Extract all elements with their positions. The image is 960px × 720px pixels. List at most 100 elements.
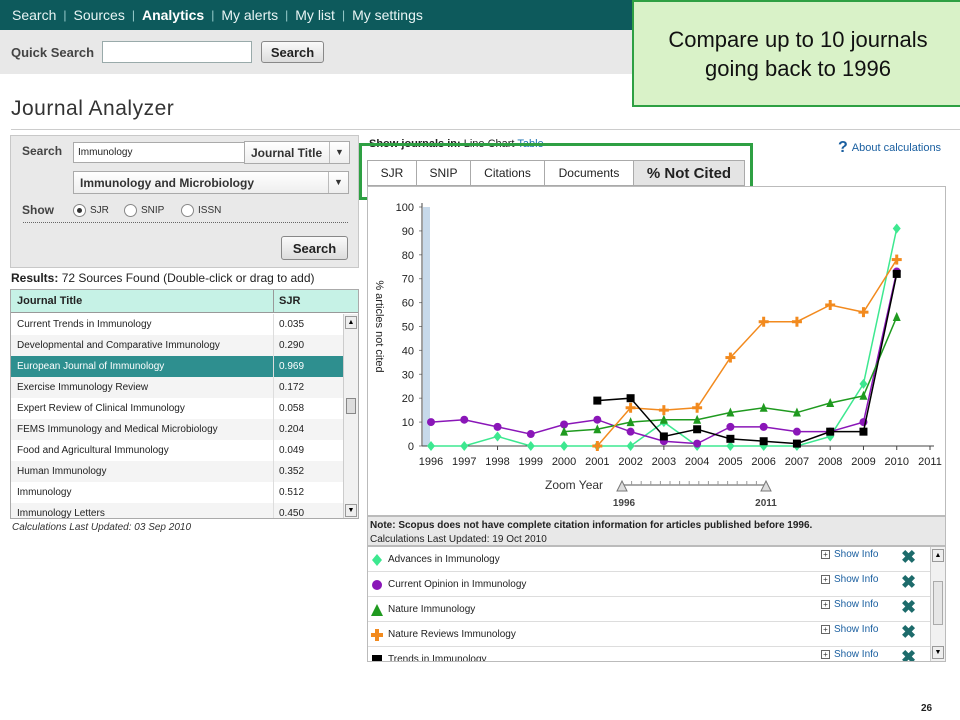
scroll-down-icon[interactable]: ▼ xyxy=(345,504,357,517)
table-row[interactable]: Exercise Immunology Review 0.172 xyxy=(11,377,344,398)
radio-button-icon xyxy=(73,204,86,217)
series-line xyxy=(596,259,898,447)
table-row[interactable]: Human Immunology 0.352 xyxy=(11,461,344,482)
radio-issn-label: ISSN xyxy=(198,205,222,216)
tab-documents[interactable]: Documents xyxy=(544,160,634,186)
column-header-sjr[interactable]: SJR xyxy=(279,295,301,307)
nav-sources[interactable]: Sources xyxy=(73,7,125,23)
table-row-selected[interactable]: European Journal of Immunology 0.969 xyxy=(11,356,344,377)
remove-journal-icon[interactable]: ✖ xyxy=(901,572,917,592)
tab-snip[interactable]: SNIP xyxy=(416,160,471,186)
data-point xyxy=(427,441,435,451)
data-point xyxy=(726,434,735,443)
x-tick-label: 2003 xyxy=(652,456,676,468)
scroll-thumb[interactable] xyxy=(933,581,943,625)
data-point xyxy=(895,254,899,265)
row-title: Immunology xyxy=(17,487,72,498)
table-row[interactable]: FEMS Immunology and Medical Microbiology… xyxy=(11,419,344,440)
nav-my-list[interactable]: My list xyxy=(295,7,335,23)
journal-legend-list: Advances in Immunology + Show Info ✖ Current… xyxy=(367,546,946,662)
quick-search-button[interactable]: Search xyxy=(261,41,324,63)
column-divider xyxy=(273,440,274,461)
results-summary: Results: 72 Sources Found (Double-click … xyxy=(11,271,314,285)
journal-search-input[interactable]: Immunology xyxy=(73,142,246,163)
expand-plus-icon: + xyxy=(821,600,830,609)
zoom-handle-end xyxy=(760,479,772,492)
legend-row[interactable]: Nature Immunology + Show Info ✖ xyxy=(368,597,930,622)
tab-citations[interactable]: Citations xyxy=(470,160,545,186)
legend-journal-name: Nature Immunology xyxy=(388,604,476,615)
data-point xyxy=(792,439,801,448)
table-row[interactable]: Immunology 0.512 xyxy=(11,482,344,503)
data-point xyxy=(892,269,901,278)
nav-separator: | xyxy=(211,8,215,22)
data-point xyxy=(792,427,801,436)
search-field-dropdown[interactable]: Journal Title ▼ xyxy=(244,141,350,164)
radio-snip[interactable]: SNIP xyxy=(124,204,164,217)
legend-scrollbar[interactable]: ▲ ▼ xyxy=(930,547,945,661)
show-info-link[interactable]: + Show Info xyxy=(821,599,878,610)
data-point xyxy=(659,432,668,441)
dotted-divider xyxy=(23,222,348,223)
scroll-up-icon[interactable]: ▲ xyxy=(345,316,357,329)
chevron-down-icon: ▼ xyxy=(329,142,349,163)
radio-issn[interactable]: ISSN xyxy=(181,204,221,217)
data-point xyxy=(861,307,865,318)
data-point xyxy=(460,415,469,424)
scroll-down-icon[interactable]: ▼ xyxy=(932,646,944,659)
data-point xyxy=(892,311,901,321)
table-row[interactable]: Food and Agricultural Immunology 0.049 xyxy=(11,440,344,461)
column-divider xyxy=(273,335,274,356)
column-divider xyxy=(273,419,274,440)
show-info-link[interactable]: + Show Info xyxy=(821,549,878,560)
show-info-label: Show Info xyxy=(834,599,879,610)
remove-journal-icon[interactable]: ✖ xyxy=(901,597,917,617)
remove-journal-icon[interactable]: ✖ xyxy=(901,622,917,642)
nav-separator: | xyxy=(63,8,67,22)
x-tick-label: 2004 xyxy=(685,456,709,468)
show-info-link[interactable]: + Show Info xyxy=(821,649,878,660)
data-point xyxy=(626,394,635,403)
table-row[interactable]: Immunology Letters 0.450 xyxy=(11,503,344,518)
scroll-up-icon[interactable]: ▲ xyxy=(932,549,944,562)
remove-journal-icon[interactable]: ✖ xyxy=(901,647,917,662)
data-point xyxy=(726,441,735,451)
journal-search-button[interactable]: Search xyxy=(281,236,348,260)
row-sjr: 0.969 xyxy=(279,361,305,372)
journal-search-panel: Search Immunology Journal Title ▼ Immuno… xyxy=(10,135,359,268)
legend-journal-name: Advances in Immunology xyxy=(388,554,500,565)
data-point xyxy=(593,415,602,424)
column-header-title[interactable]: Journal Title xyxy=(17,295,83,307)
square-marker-icon xyxy=(371,653,383,661)
legend-row[interactable]: Advances in Immunology + Show Info ✖ xyxy=(368,547,930,572)
nav-my-alerts[interactable]: My alerts xyxy=(221,7,279,23)
subject-category-dropdown[interactable]: Immunology and Microbiology ▼ xyxy=(73,171,349,194)
data-point xyxy=(595,441,599,451)
tab-sjr[interactable]: SJR xyxy=(367,160,417,186)
scroll-thumb[interactable] xyxy=(346,398,356,414)
nav-search[interactable]: Search xyxy=(12,7,57,23)
legend-row[interactable]: Nature Reviews Immunology + Show Info ✖ xyxy=(368,622,930,647)
legend-row[interactable]: Trends in Immunology + Show Info ✖ xyxy=(368,647,930,662)
about-calculations-link[interactable]: ? About calculations xyxy=(838,139,941,157)
legend-journal-name: Current Opinion in Immunology xyxy=(388,579,527,590)
nav-my-settings[interactable]: My settings xyxy=(352,7,423,23)
quick-search-input[interactable] xyxy=(102,41,252,63)
zoom-year-label: Zoom Year xyxy=(545,478,603,492)
table-row[interactable]: Current Trends in Immunology 0.035 xyxy=(11,314,344,335)
tab-not-cited[interactable]: % Not Cited xyxy=(633,160,745,186)
remove-journal-icon[interactable]: ✖ xyxy=(901,547,917,567)
table-scrollbar[interactable]: ▲ ▼ xyxy=(343,314,358,518)
radio-button-icon xyxy=(181,204,194,217)
legend-row[interactable]: Current Opinion in Immunology + Show Info ✖ xyxy=(368,572,930,597)
show-info-link[interactable]: + Show Info xyxy=(821,624,878,635)
table-row[interactable]: Developmental and Comparative Immunology… xyxy=(11,335,344,356)
results-prefix: Results: xyxy=(11,271,59,285)
results-table: Journal Title SJR Current Trends in Immu… xyxy=(10,289,359,519)
radio-sjr[interactable]: SJR xyxy=(73,204,109,217)
show-info-link[interactable]: + Show Info xyxy=(821,574,878,585)
nav-analytics[interactable]: Analytics xyxy=(141,7,205,23)
table-row[interactable]: Expert Review of Clinical Immunology 0.0… xyxy=(11,398,344,419)
y-tick-label: 80 xyxy=(402,250,414,262)
metric-tabs: SJR SNIP Citations Documents % Not Cited xyxy=(367,160,745,186)
